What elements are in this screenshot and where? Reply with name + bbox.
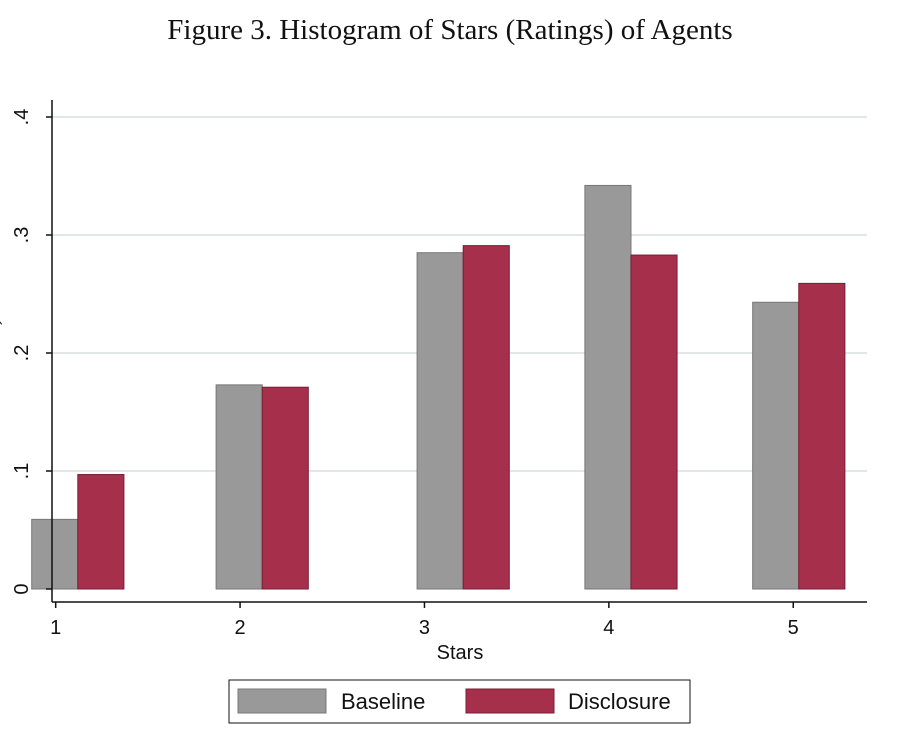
legend-label-baseline: Baseline xyxy=(341,689,425,714)
legend-label-disclosure: Disclosure xyxy=(568,689,671,714)
x-tick-label-5: 5 xyxy=(788,617,799,639)
x-tick-label-4: 4 xyxy=(603,617,614,639)
bars xyxy=(31,184,846,590)
chart-title: Figure 3. Histogram of Stars (Ratings) o… xyxy=(167,14,733,46)
y-tick-label-2: .2 xyxy=(11,345,33,362)
y-tick-label-3: .3 xyxy=(11,227,33,244)
x-tick-label-1: 1 xyxy=(50,617,61,639)
y-tick-label-0: 0 xyxy=(11,583,33,594)
bar-baseline-3 xyxy=(416,252,464,590)
bar-disclosure-2 xyxy=(261,386,309,590)
bar-baseline-5 xyxy=(752,301,800,590)
legend-swatch-baseline xyxy=(237,688,327,714)
x-tick-label-3: 3 xyxy=(419,617,430,639)
legend-swatch-disclosure xyxy=(465,688,555,714)
y-axis-title: ´ xyxy=(0,319,19,326)
bar-disclosure-1 xyxy=(77,474,125,590)
x-tick-label-2: 2 xyxy=(235,617,246,639)
bar-baseline-1 xyxy=(31,518,79,590)
legend: Baseline Disclosure xyxy=(228,679,691,724)
bar-baseline-4 xyxy=(584,184,632,590)
y-tick-label-1: .1 xyxy=(11,463,33,480)
y-tick-label-4: .4 xyxy=(11,109,33,126)
bar-disclosure-3 xyxy=(462,245,510,590)
x-axis-title: Stars xyxy=(437,642,484,664)
bar-disclosure-5 xyxy=(798,282,846,590)
bar-baseline-2 xyxy=(215,384,263,590)
bar-disclosure-4 xyxy=(630,254,678,590)
axes: 0 .1 .2 .3 .4 1 2 3 4 5 Stars ´ xyxy=(0,100,867,664)
